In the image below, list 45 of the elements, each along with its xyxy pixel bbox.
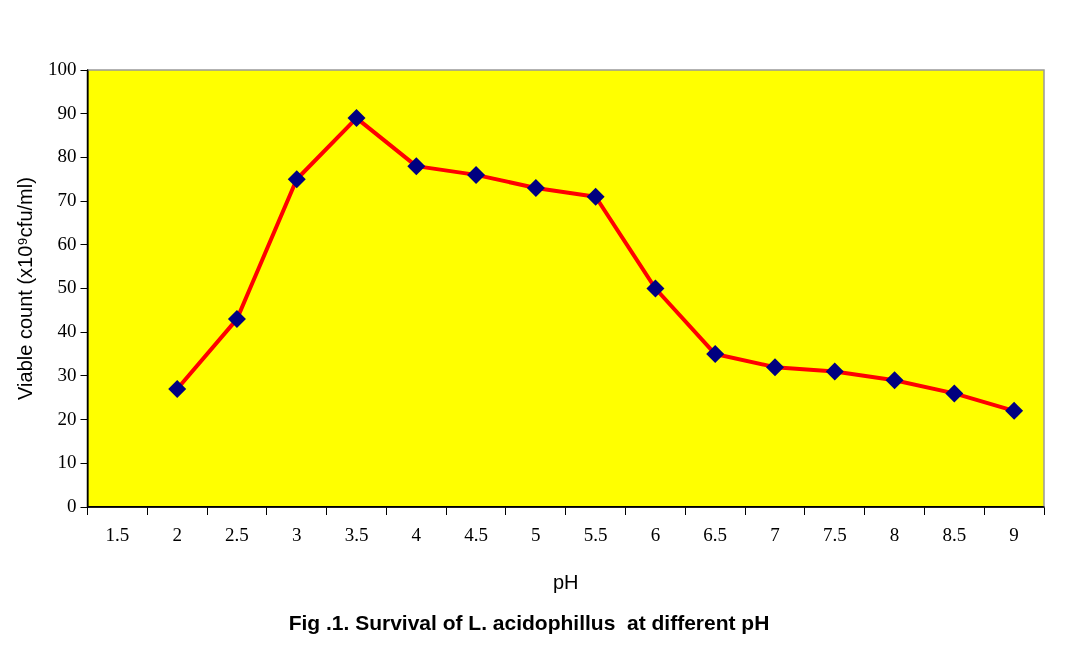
x-tick-label: 5.5 — [583, 524, 608, 546]
x-tick-label: 3 — [291, 524, 302, 546]
point — [646, 279, 665, 298]
x-tick-label: 8.5 — [942, 524, 967, 546]
x-tick-label: 7.5 — [822, 524, 847, 546]
y-tick-label: 90 — [57, 101, 77, 123]
x-tick-label: 4.5 — [464, 524, 488, 546]
point — [825, 362, 844, 381]
point — [407, 157, 426, 176]
y-tick-label: 70 — [57, 189, 77, 211]
point — [347, 109, 366, 128]
y-tick-label: 60 — [57, 232, 77, 254]
x-tick-label: 6 — [650, 524, 661, 546]
y-tick-label: 20 — [57, 407, 77, 429]
point — [586, 187, 605, 206]
point — [706, 345, 725, 364]
y-tick-label: 40 — [57, 320, 77, 342]
x-tick-label: 8 — [889, 524, 900, 546]
y-tick-label: 80 — [57, 145, 77, 167]
y-tick-label: 30 — [57, 363, 77, 385]
y-tick-label: 0 — [67, 494, 77, 516]
point — [1005, 401, 1024, 420]
point — [885, 371, 904, 390]
y-tick-label: 50 — [57, 276, 77, 298]
point — [168, 380, 187, 399]
y-tick-label: 10 — [57, 451, 77, 473]
x-tick-label: 7 — [770, 524, 780, 546]
point — [227, 310, 246, 329]
y-axis-title: Viable count (x10⁹cfu/ml) — [13, 177, 36, 400]
x-axis-title: pH — [552, 571, 579, 594]
x-tick-label: 6.5 — [703, 524, 728, 546]
point — [765, 358, 784, 377]
y-tick-label: 100 — [48, 57, 77, 79]
x-tick-label: 1.5 — [105, 524, 130, 546]
x-tick-label: 2.5 — [225, 524, 249, 546]
x-tick-label: 2 — [172, 524, 182, 546]
text: Fig .1. Survival of L. acidophillus at different pH — [288, 611, 770, 635]
x-tick-label: 3.5 — [344, 524, 369, 546]
point — [945, 384, 964, 403]
x-tick-label: 5 — [531, 524, 541, 546]
x-tick-label: 4 — [411, 524, 422, 546]
x-tick-label: 9 — [1009, 524, 1019, 546]
point — [287, 170, 306, 189]
point — [526, 178, 545, 197]
point — [467, 165, 486, 184]
